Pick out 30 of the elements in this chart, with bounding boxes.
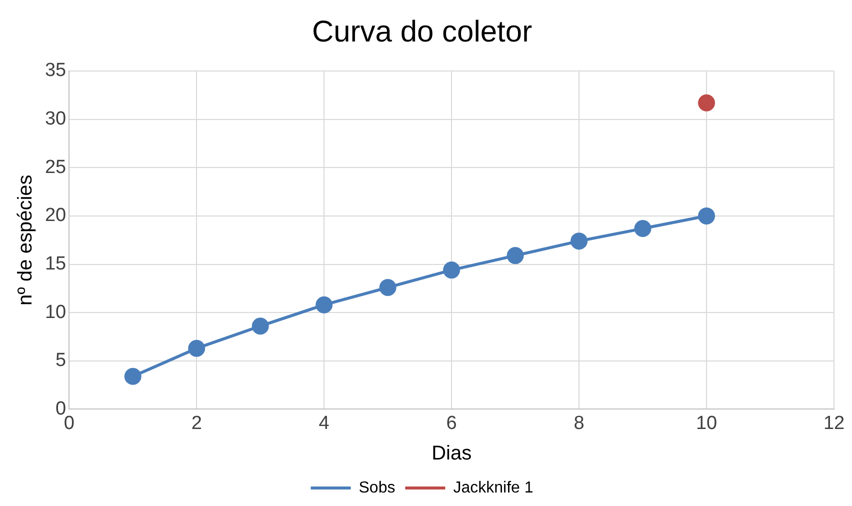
y-tick-label: 5: [56, 350, 66, 372]
x-tick-label: 12: [823, 412, 845, 434]
y-tick-label: 10: [44, 302, 66, 323]
x-tick-label: 6: [446, 412, 457, 434]
y-tick-label: 25: [44, 156, 66, 178]
x-axis-title: Dias: [432, 442, 472, 465]
point: [698, 94, 716, 112]
point: [379, 278, 396, 296]
point: [124, 368, 142, 385]
x-tick-label: 2: [191, 412, 202, 434]
y-axis-title: nº de espécies: [14, 174, 37, 306]
point: [634, 220, 652, 238]
legend-label: Sobs: [358, 479, 396, 496]
chart-title: Curva do coletor: [312, 15, 532, 48]
point: [506, 247, 524, 264]
point: [698, 207, 716, 224]
x-tick-label: 8: [574, 412, 584, 434]
y-tick-label: 35: [44, 60, 66, 82]
y-tick-label: 0: [56, 398, 66, 420]
x-tick-label: 4: [318, 412, 330, 434]
point: [570, 232, 588, 250]
y-tick-label: 15: [44, 253, 66, 274]
point: [316, 296, 333, 314]
point: [252, 318, 269, 335]
point: [443, 262, 460, 279]
y-tick-label: 20: [44, 205, 66, 226]
legend-label: Jackknife 1: [453, 479, 534, 496]
y-tick-label: 30: [44, 108, 66, 130]
point: [188, 340, 206, 357]
x-tick-label: 10: [696, 412, 718, 434]
